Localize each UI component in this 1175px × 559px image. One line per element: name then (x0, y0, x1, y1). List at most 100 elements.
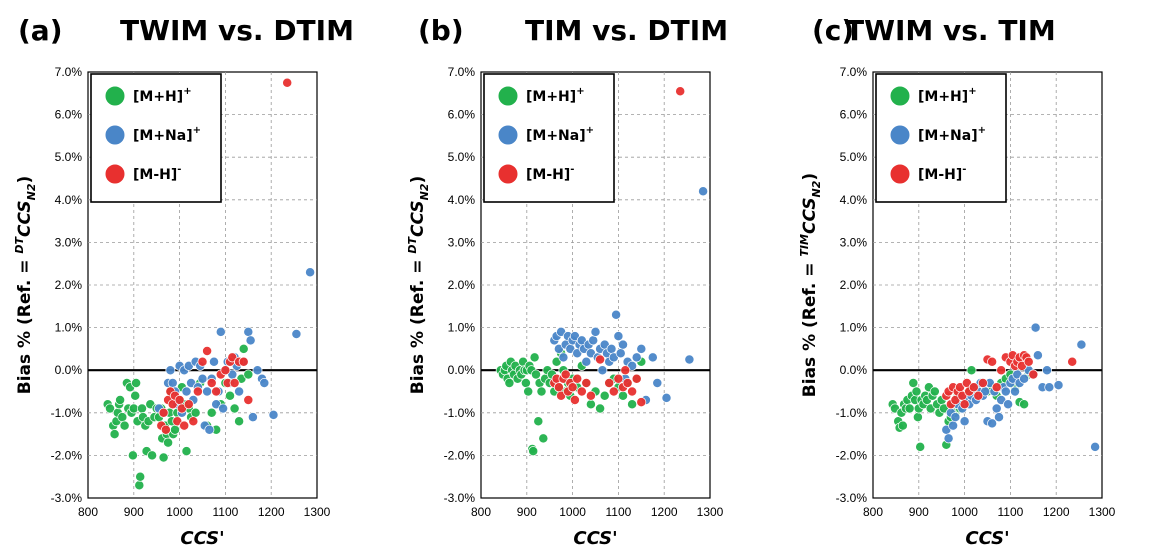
data-point (183, 399, 194, 410)
y-tick-label: -2.0% (836, 448, 868, 462)
data-point (585, 399, 596, 410)
legend-label-charge: - (570, 164, 574, 175)
legend-label: [M+H]+ (918, 86, 977, 105)
data-point (243, 369, 254, 380)
data-point (170, 424, 180, 435)
y-axis-label-sup: TIM (798, 234, 811, 257)
data-point (631, 373, 642, 384)
data-point (576, 386, 587, 397)
y-axis-label-ccs: CCS (408, 200, 428, 237)
y-tick-label: 5.0% (55, 150, 83, 164)
panel-2: (b) TIM vs. DTIM-3.0%-2.0%-1.0%0.0%1.0%2.… (406, 14, 728, 549)
legend-label-name: [M-H] (918, 167, 962, 183)
data-point (652, 378, 663, 388)
legend-item-2: [M+Na]+ (890, 125, 986, 145)
data-point (636, 343, 647, 354)
data-point (119, 420, 130, 431)
x-tick-label: 1100 (605, 505, 631, 519)
y-axis-label: Bias % (Ref. = DTCCSN2) (13, 176, 38, 395)
legend-marker (498, 125, 518, 145)
legend-label: [M-H]- (133, 164, 181, 183)
data-point (606, 343, 617, 354)
chart-title: TWIM vs. DTIM (120, 14, 354, 47)
data-point (599, 390, 610, 401)
data-point (234, 416, 245, 427)
data-point (109, 429, 120, 440)
data-point (684, 354, 695, 365)
x-tick-label: 1300 (1089, 505, 1116, 519)
data-point (282, 77, 293, 88)
y-tick-label: 6.0% (55, 108, 83, 122)
data-point (1019, 399, 1030, 410)
data-point (996, 365, 1007, 376)
data-point (229, 378, 240, 388)
data-point (647, 352, 658, 363)
data-point (206, 378, 217, 388)
legend: [M+H]+[M+Na]+[M-H]- (483, 73, 615, 203)
data-point (1019, 373, 1030, 384)
data-point (229, 403, 240, 414)
y-tick-label: 1.0% (448, 321, 476, 335)
legend-label-charge: - (962, 164, 966, 175)
data-point (215, 326, 226, 337)
data-point (188, 416, 199, 427)
data-point (597, 365, 608, 376)
y-tick-label: 3.0% (55, 235, 83, 249)
x-tick-label: 1300 (304, 505, 331, 519)
data-point (268, 409, 279, 420)
data-point (209, 356, 219, 367)
data-point (959, 399, 970, 410)
y-tick-label: -3.0% (51, 491, 83, 505)
x-tick-label: 900 (909, 505, 929, 519)
legend-label: [M+H]+ (133, 86, 192, 105)
data-point (131, 378, 142, 388)
data-point (528, 446, 539, 457)
legend-marker (890, 125, 910, 145)
legend-item-1: [M+H]+ (498, 86, 585, 106)
panel-letter: (c) (812, 14, 854, 47)
data-point (128, 403, 139, 414)
x-tick-label: 1200 (258, 505, 285, 519)
legend: [M+H]+ [M+Na]+ [M-H]- (875, 73, 1007, 203)
y-tick-label: -1.0% (51, 406, 83, 420)
y-axis-label-ccs: CCS (15, 200, 35, 237)
x-tick-label: 1200 (651, 505, 678, 519)
data-point (1028, 369, 1039, 380)
data-point (1042, 365, 1052, 376)
data-point (305, 267, 316, 278)
legend-marker (498, 86, 518, 106)
data-point (613, 331, 624, 342)
data-point (163, 437, 174, 448)
y-tick-label: 5.0% (840, 150, 868, 164)
y-axis-label-ccs: CCS (800, 197, 820, 234)
data-point (904, 403, 915, 414)
legend-label-name: [M-H] (133, 167, 177, 183)
data-point (604, 378, 615, 388)
data-point (595, 354, 606, 365)
y-axis-label-end: ) (15, 176, 35, 184)
legend-item-1: [M+H]+ (890, 86, 977, 106)
data-point (1000, 386, 1011, 397)
data-point (135, 471, 146, 482)
data-point (533, 416, 544, 427)
legend-label-charge: - (177, 164, 181, 175)
y-tick-label: -2.0% (51, 448, 83, 462)
data-point (987, 356, 998, 367)
series-3 (941, 350, 1078, 410)
data-point (908, 378, 919, 388)
legend-item-2: [M+Na]+ (498, 125, 594, 145)
x-tick-label: 1000 (951, 505, 978, 519)
y-axis-label-sub: N2 (810, 180, 823, 197)
panel-letter: (a) (18, 14, 63, 47)
data-point (181, 386, 192, 397)
legend-label-charge: + (968, 86, 976, 97)
legend-label-name: [M+H] (133, 89, 183, 105)
data-point (211, 386, 222, 397)
y-axis-label-sub: N2 (25, 183, 38, 200)
legend-label: [M+Na]+ (918, 125, 986, 144)
data-point (197, 373, 208, 384)
data-point (1010, 386, 1020, 397)
data-point (238, 343, 249, 354)
data-point (243, 395, 254, 405)
